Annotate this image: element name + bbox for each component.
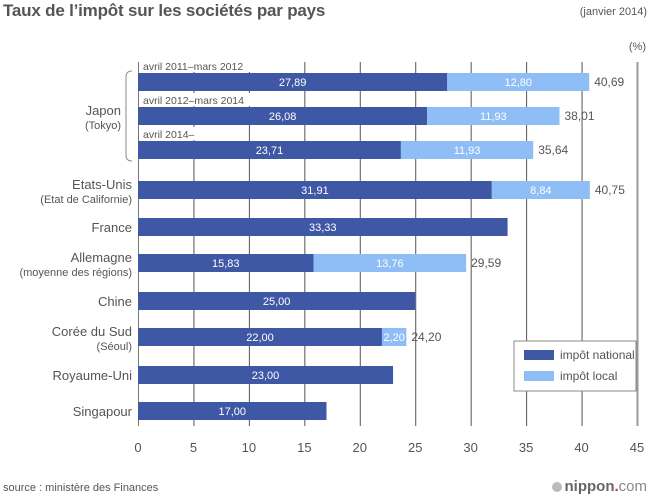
bar-national	[138, 141, 401, 159]
category-sublabel: (Etat de Californie)	[40, 194, 132, 206]
data-label-local: 11,93	[480, 111, 507, 123]
category-label: Allemagne	[71, 250, 132, 265]
bar-local	[381, 328, 407, 346]
category-sublabel: (Séoul)	[97, 341, 132, 353]
data-label-national: 22,00	[246, 332, 274, 344]
data-label-local: 13,76	[376, 258, 404, 270]
legend-label-national: impôt national	[560, 348, 635, 362]
nippon-logo-icon	[551, 482, 562, 492]
data-label-local: 8,84	[530, 185, 551, 197]
brand-dot: .	[614, 478, 619, 495]
bar-local	[400, 141, 534, 159]
category-sublabel: (Tokyo)	[85, 120, 121, 132]
period-label: avril 2014–	[143, 129, 195, 141]
data-label-total: 24,20	[411, 330, 441, 344]
bar-national	[138, 218, 508, 236]
x-tick-label: 35	[519, 440, 533, 455]
data-label-local: 2,20	[383, 332, 404, 344]
x-tick-label: 20	[353, 440, 367, 455]
category-label: Royaume-Uni	[53, 368, 133, 383]
bar-national	[138, 254, 314, 272]
legend: impôt national impôt local	[513, 340, 637, 392]
data-label-local: 12,80	[504, 77, 532, 89]
source-note: source : ministère des Finances	[3, 482, 159, 494]
bar-local	[427, 107, 560, 125]
x-tick-label: 40	[574, 440, 588, 455]
period-label: avril 2012–mars 2014	[143, 95, 244, 107]
data-label-national: 26,08	[269, 111, 297, 123]
x-tick-label: 5	[190, 440, 197, 455]
data-label-total: 38,01	[564, 109, 594, 123]
category-sublabel: (moyenne des régions)	[19, 267, 132, 279]
unit-label: (%)	[628, 41, 646, 53]
period-label-bg	[139, 93, 259, 106]
bar-national	[138, 402, 327, 420]
data-label-national: 25,00	[263, 296, 291, 308]
data-label-total: 40,69	[594, 75, 624, 89]
category-label: Japon	[86, 103, 121, 118]
bar-national	[138, 328, 382, 346]
group-bracket	[125, 70, 133, 162]
data-label-total: 29,59	[471, 256, 501, 270]
category-label: Singapour	[73, 404, 133, 419]
brand-tld: com	[618, 478, 647, 495]
data-label-local: 11,93	[454, 145, 481, 157]
brand-name: nippon	[564, 478, 615, 495]
x-tick-label: 45	[630, 440, 644, 455]
legend-box	[513, 340, 637, 392]
data-label-national: 27,89	[279, 77, 307, 89]
category-label: Etats-Unis	[72, 177, 132, 192]
period-label-bg	[139, 59, 259, 72]
x-tick-label: 30	[463, 440, 477, 455]
chart-date: (janvier 2014)	[579, 6, 647, 18]
data-label-national: 15,83	[212, 258, 240, 270]
category-label: Corée du Sud	[52, 324, 132, 339]
category-label: France	[92, 220, 132, 235]
data-label-total: 35,64	[538, 143, 568, 157]
bar-national	[138, 73, 448, 91]
data-label-national: 23,71	[256, 145, 284, 157]
x-tick-label: 15	[297, 440, 311, 455]
x-tick-label: 0	[134, 440, 141, 455]
period-label: avril 2011–mars 2012	[143, 61, 243, 73]
bar-national	[138, 181, 492, 199]
chart-title: Taux de l’impôt sur les sociétés par pay…	[3, 1, 326, 20]
data-label-total: 40,75	[595, 183, 625, 197]
x-tick-label: 25	[408, 440, 422, 455]
bar-national	[138, 292, 416, 310]
legend-swatch-local	[524, 371, 554, 381]
period-label-bg	[139, 127, 208, 140]
x-tick-label: 10	[242, 440, 256, 455]
bar-local	[447, 73, 590, 91]
brand-logo: nippon.com	[551, 478, 647, 495]
data-label-national: 33,33	[309, 222, 337, 234]
data-label-national: 17,00	[218, 406, 246, 418]
bar-local	[313, 254, 467, 272]
legend-swatch-national	[524, 350, 554, 360]
bar-national	[138, 107, 428, 125]
legend-label-local: impôt local	[560, 369, 617, 383]
data-label-national: 23,00	[252, 370, 280, 382]
data-label-national: 31,91	[301, 185, 329, 197]
category-label: Chine	[98, 294, 132, 309]
bar-national	[138, 366, 394, 384]
bar-local	[491, 181, 590, 199]
